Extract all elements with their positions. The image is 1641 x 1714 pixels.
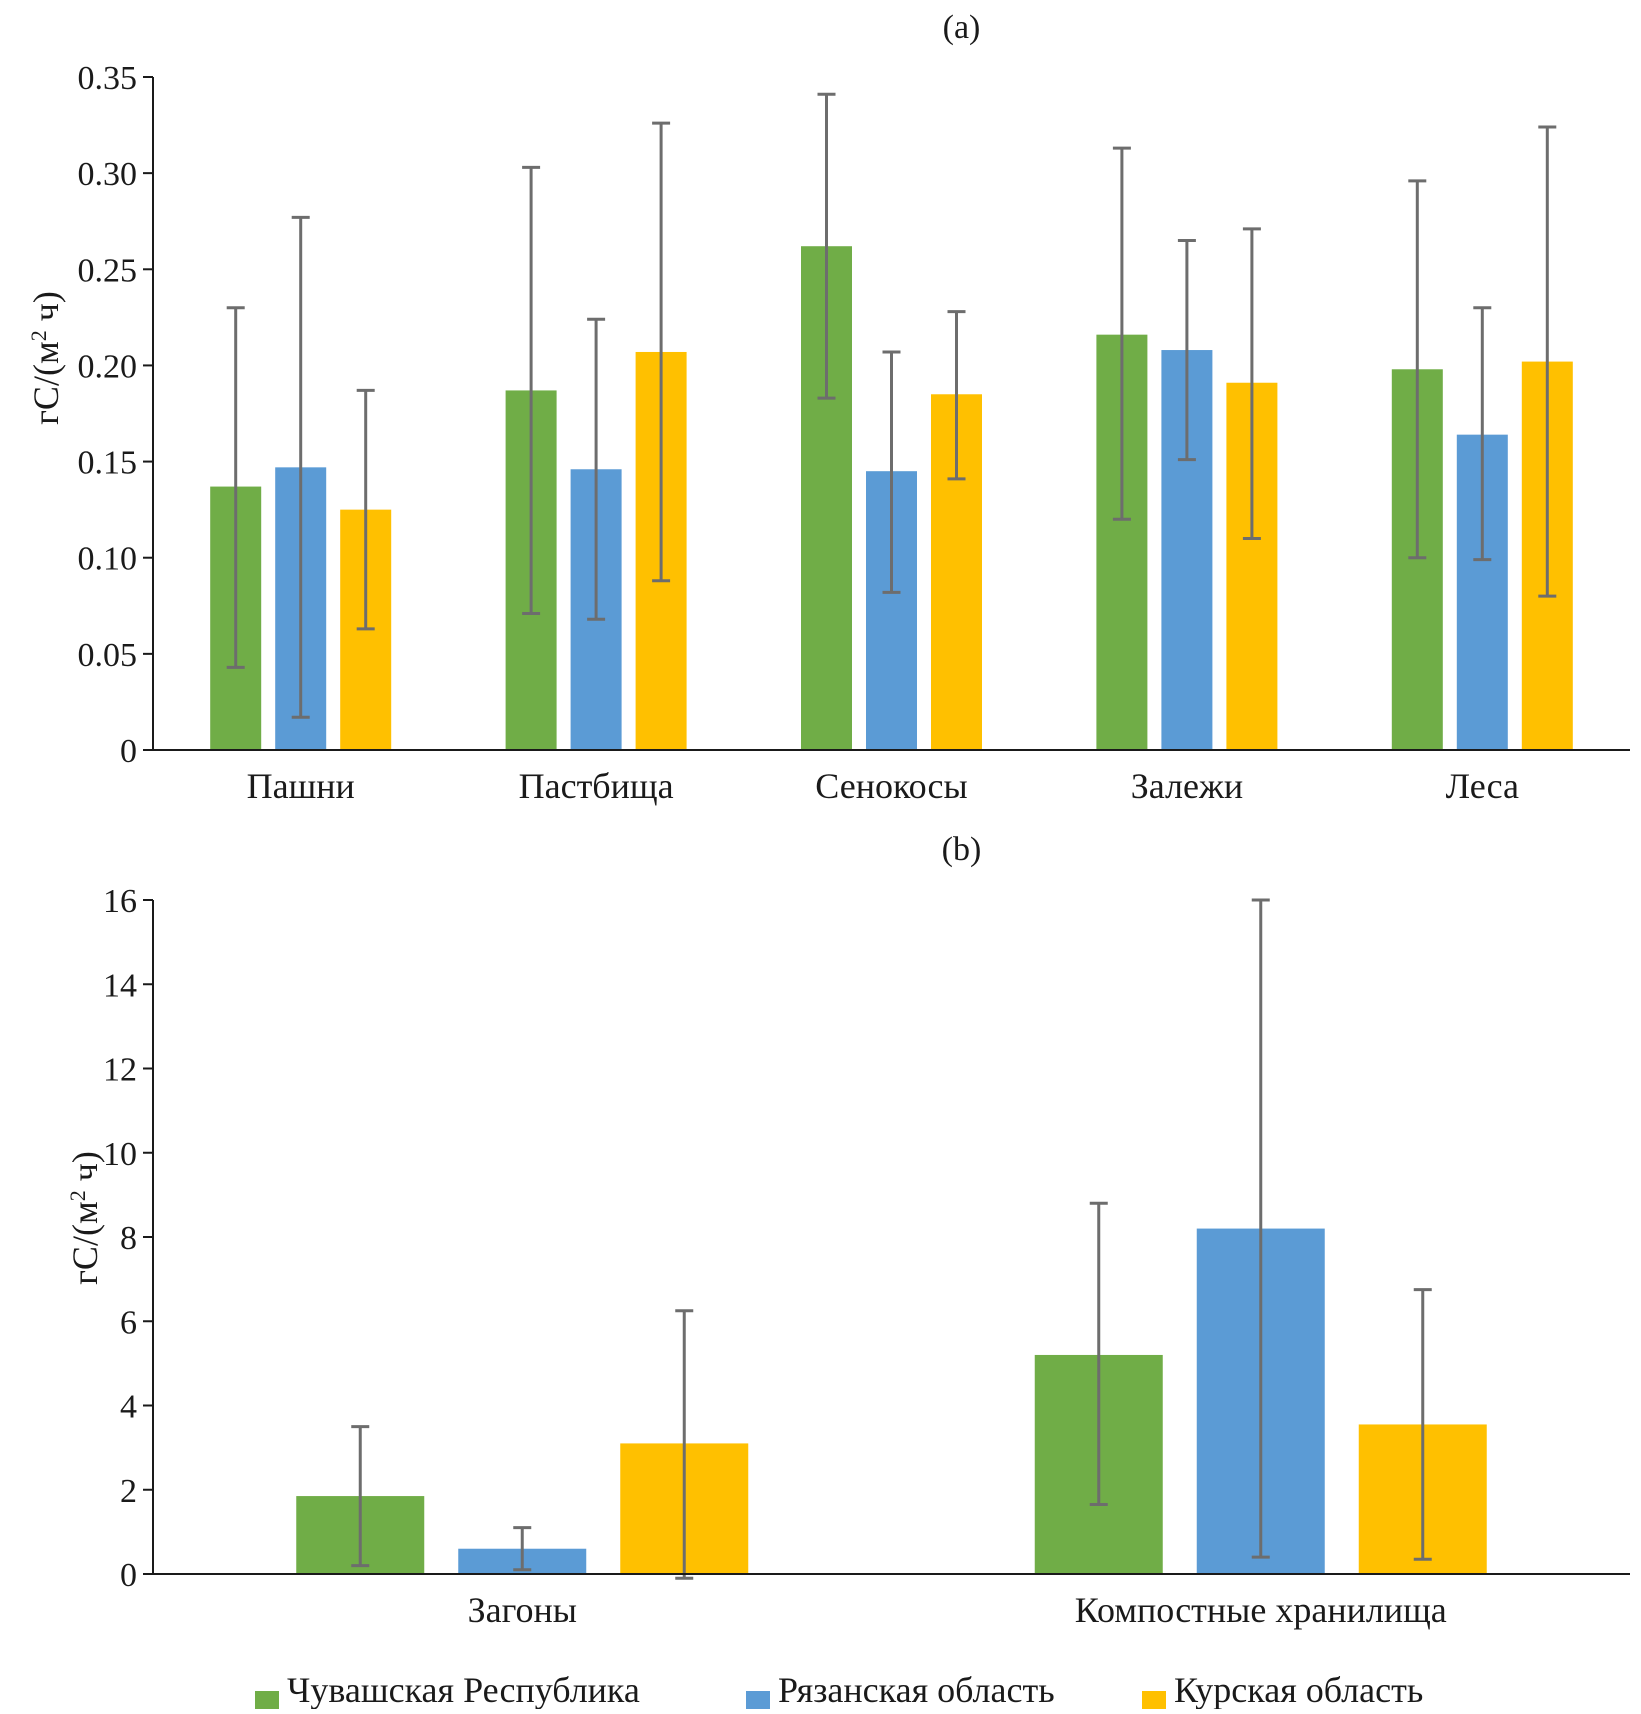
x-category-label: Пашни: [247, 766, 355, 806]
y-tick-label: 16: [103, 883, 137, 920]
x-category-label: Леса: [1446, 766, 1519, 806]
y-tick-label: 0.35: [78, 60, 138, 97]
chart-title: (b): [942, 831, 982, 868]
y-axis-title-base: гС/(м: [65, 1201, 105, 1285]
y-axis-title: гС/(м2 ч): [26, 291, 66, 425]
x-category-label: Загоны: [468, 1590, 577, 1630]
legend: Чувашская Республика Рязанская область Кур…: [255, 1670, 1423, 1714]
y-tick-label: 0: [120, 1557, 137, 1594]
y-axis-title-tail: ч): [26, 291, 66, 330]
y-tick-label: 10: [103, 1136, 137, 1173]
y-axis-title-tail: ч): [65, 1151, 105, 1190]
y-tick-label: 0.10: [78, 541, 138, 578]
y-tick-label: 12: [103, 1052, 137, 1089]
y-axis-title-sup: 2: [65, 1190, 90, 1201]
y-axis-title-base: гС/(м: [26, 341, 66, 425]
x-category-label: Залежи: [1131, 766, 1243, 806]
y-axis-title: гС/(м2 ч): [65, 1151, 105, 1285]
y-tick-label: 4: [120, 1389, 137, 1426]
legend-label-1: Чувашская Республика: [287, 1670, 640, 1709]
x-category-label: Сенокосы: [815, 766, 967, 806]
y-axis-title-sup: 2: [26, 330, 51, 341]
y-tick-label: 0: [120, 733, 137, 770]
y-tick-label: 0.20: [78, 348, 138, 385]
chart-title: (a): [943, 9, 981, 46]
y-tick-label: 0.15: [78, 445, 138, 482]
y-tick-label: 0.30: [78, 156, 138, 193]
x-category-label: Пастбища: [519, 766, 674, 806]
legend-swatch-1: [255, 1691, 279, 1714]
y-tick-label: 8: [120, 1220, 137, 1257]
y-tick-label: 0.25: [78, 252, 138, 289]
legend-swatch-2: [746, 1691, 770, 1714]
legend-label-2: Рязанская область: [778, 1670, 1055, 1709]
y-tick-label: 14: [103, 967, 137, 1004]
y-tick-label: 6: [120, 1304, 137, 1341]
panel-a: (a) 0 0.05 0.10 0.15 0.20 0.25 0.30 0.35 гС/(м2 ч…: [26, 9, 1630, 806]
x-category-label: Компостные хранилища: [1075, 1590, 1447, 1630]
legend-swatch-3: [1142, 1691, 1166, 1714]
legend-label-3: Курская область: [1174, 1670, 1423, 1709]
y-tick-label: 0.05: [78, 637, 138, 674]
y-tick-label: 2: [120, 1473, 137, 1510]
